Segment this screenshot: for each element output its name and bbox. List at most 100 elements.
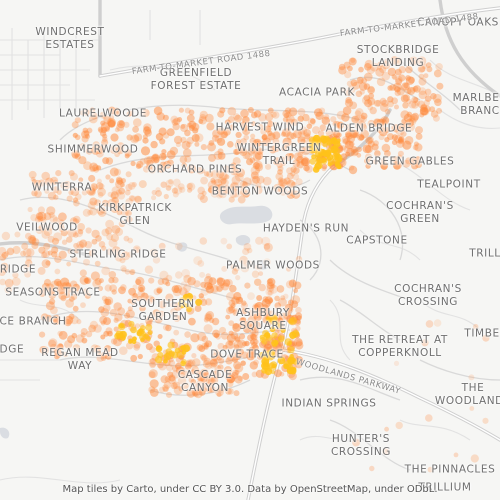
incident-dot (391, 139, 398, 146)
incident-dot (64, 292, 71, 299)
incident-dot (306, 123, 313, 130)
incident-dot (161, 149, 167, 155)
incident-dot (186, 360, 192, 367)
incident-dot (204, 312, 213, 321)
incident-dot (200, 281, 207, 288)
incident-dot (424, 88, 432, 96)
incident-dot (73, 218, 80, 225)
incident-dot (349, 129, 359, 139)
incident-dot (39, 331, 46, 338)
incident-dot (392, 160, 402, 170)
incident-dot (148, 277, 155, 284)
hotspot-dot (333, 153, 339, 160)
incident-dot (347, 85, 356, 94)
incident-dot (246, 321, 255, 330)
incident-dot (255, 182, 262, 189)
incident-dot (293, 288, 298, 294)
incident-dot (250, 133, 256, 139)
hotspot-dot (280, 327, 286, 333)
incident-dot (134, 247, 140, 253)
incident-dot (38, 246, 46, 254)
incident-dot (224, 174, 230, 180)
incident-dot (375, 99, 383, 107)
incident-dot (224, 119, 231, 126)
incident-dot (66, 261, 72, 267)
incident-dot (184, 331, 191, 338)
incident-dot (256, 295, 263, 301)
incident-dot (235, 296, 243, 305)
place-label-canopy-oaks: CANOPY OAKS (417, 16, 499, 29)
incident-dot (76, 319, 82, 325)
incident-dot (152, 309, 161, 318)
incident-dot (242, 189, 251, 198)
incident-dot (90, 271, 100, 281)
incident-dot (201, 190, 207, 196)
incident-dot (376, 65, 382, 71)
incident-dot (72, 305, 79, 312)
hotspot-dot (195, 298, 203, 306)
hotspot-dot (181, 350, 187, 355)
incident-dot (81, 189, 88, 196)
incident-dot (411, 59, 416, 65)
incident-dot (45, 283, 55, 292)
hotspot-dot (336, 164, 342, 170)
incident-dot (274, 302, 282, 309)
incident-dot (372, 122, 378, 128)
incident-dot (207, 180, 217, 190)
incident-dot (101, 351, 108, 359)
map-attribution[interactable]: Map tiles by Carto, under CC BY 3.0. Dat… (62, 484, 438, 495)
incident-dot (382, 448, 389, 455)
incident-dot (199, 195, 208, 204)
incident-dot (247, 107, 254, 113)
incident-dot (151, 153, 160, 162)
incident-dot (23, 263, 30, 270)
incident-dot (229, 190, 238, 199)
incident-dot (421, 339, 429, 347)
incident-dot (172, 167, 178, 173)
incident-dot (71, 121, 79, 129)
incident-dot (108, 277, 115, 284)
incident-dot (175, 141, 181, 148)
incident-dot (364, 158, 370, 164)
incident-dot (149, 361, 156, 369)
incident-dot (101, 139, 109, 146)
incident-dot (420, 104, 428, 113)
incident-dot (94, 277, 102, 286)
incident-dot (151, 195, 157, 201)
incident-dot (52, 217, 60, 224)
incident-dot (83, 161, 92, 171)
incident-dot (365, 163, 371, 169)
incident-dot (124, 269, 131, 275)
incident-dot (214, 365, 222, 373)
incident-dot (66, 195, 73, 202)
incident-dot (378, 133, 385, 141)
incident-dot (162, 114, 169, 121)
incident-dot (258, 271, 264, 276)
incident-dot (415, 126, 423, 135)
incident-dot (351, 115, 360, 124)
incident-dot (45, 301, 55, 311)
incident-dot (149, 388, 159, 397)
incident-dot (433, 69, 442, 78)
incident-dot (229, 124, 236, 130)
incident-dot (65, 282, 72, 289)
incident-dot (350, 57, 356, 63)
incident-dot (150, 140, 158, 149)
incident-dot (210, 170, 219, 179)
incident-dot (188, 377, 195, 383)
incident-dot (200, 168, 206, 174)
incident-dot (200, 368, 209, 378)
incident-dot (408, 117, 417, 126)
incident-dot (267, 120, 274, 128)
incident-dot (186, 114, 195, 123)
incident-dot (50, 176, 59, 185)
incident-dot (209, 358, 218, 367)
incident-dot (75, 334, 85, 343)
incident-dot (350, 148, 359, 157)
place-label-the-woodlands: THE WOODLANDS (434, 382, 500, 407)
incident-dot (34, 190, 42, 198)
incident-dot (230, 125, 236, 131)
incident-dot (240, 263, 250, 273)
incident-dot (330, 116, 337, 123)
